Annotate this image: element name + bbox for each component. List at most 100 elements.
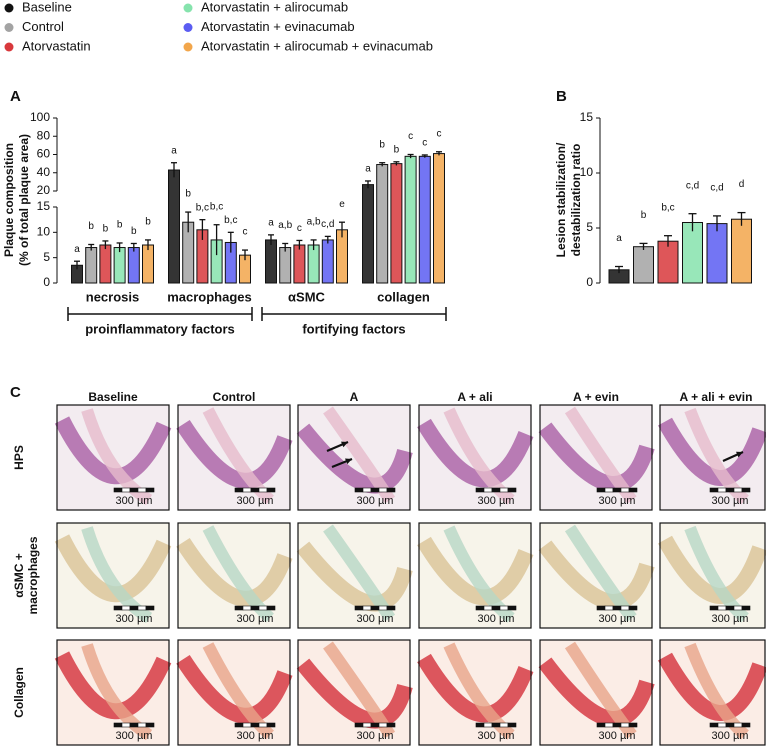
- significance-letter: c,d: [321, 219, 334, 230]
- bar: [307, 244, 320, 284]
- scale-bar: [507, 487, 517, 493]
- scale-bar: [354, 605, 364, 611]
- tissue: [81, 408, 153, 506]
- arrow-head: [345, 458, 352, 465]
- scale-bar: [733, 605, 743, 611]
- scale-bar: [612, 487, 622, 493]
- scale-bar: [741, 487, 751, 493]
- scale-bar: [234, 487, 244, 493]
- bar: [682, 222, 703, 284]
- scale-bar: [499, 722, 509, 728]
- y-tick-label: 10: [37, 225, 51, 239]
- legend-marker: [4, 23, 14, 32]
- column-header: Control: [213, 390, 256, 404]
- y-tick-label: 100: [30, 110, 50, 124]
- scale-bar: [499, 605, 509, 611]
- tissue: [81, 526, 153, 624]
- scale-bar: [386, 487, 396, 493]
- tissue: [202, 525, 275, 623]
- legend-label: Atorvastatin + evinacumab: [201, 19, 355, 34]
- tissue: [81, 643, 153, 741]
- scale-bar-label: 300 µm: [712, 495, 749, 507]
- scale-bar: [491, 605, 501, 611]
- legend-marker: [4, 3, 14, 13]
- row-label: αSMC +: [12, 553, 26, 597]
- scale-bar: [258, 487, 268, 493]
- y-tick-label: 10: [580, 165, 594, 179]
- scale-bar: [596, 605, 606, 611]
- scale-bar: [725, 605, 735, 611]
- bar: [376, 164, 389, 284]
- tissue: [323, 524, 396, 622]
- y-tick-label: 80: [37, 128, 51, 142]
- bar: [321, 239, 334, 284]
- micrograph-border: [56, 639, 170, 746]
- bar: [418, 155, 431, 284]
- scale-bar: [725, 487, 735, 493]
- legend-label: Atorvastatin: [22, 38, 91, 53]
- significance-letter: c,d: [686, 180, 699, 191]
- bar: [279, 247, 292, 284]
- scale-bar: [386, 605, 396, 611]
- tissue: [202, 407, 275, 505]
- scale-bar: [620, 722, 630, 728]
- scale-bar: [741, 605, 751, 611]
- group-label: fortifying factors: [302, 321, 405, 336]
- scale-bar: [612, 605, 622, 611]
- scale-bar-label: 300 µm: [237, 495, 274, 507]
- bar: [404, 155, 417, 284]
- scale-bar-label: 300 µm: [478, 613, 515, 625]
- scale-bar: [491, 487, 501, 493]
- scale-bar-label: 300 µm: [237, 613, 274, 625]
- scale-bar: [733, 487, 743, 493]
- scale-bar-label: 300 µm: [357, 613, 394, 625]
- significance-letter: c: [437, 128, 442, 139]
- bar: [336, 229, 348, 284]
- column-header: A: [350, 390, 359, 404]
- significance-letter: b,c: [224, 215, 237, 226]
- scale-bar: [145, 487, 155, 493]
- panel-label: A: [10, 88, 21, 105]
- scale-bar: [596, 487, 606, 493]
- scale-bar: [741, 722, 751, 728]
- tissue: [564, 406, 637, 504]
- micrograph-border: [418, 639, 532, 746]
- scale-bar: [733, 722, 743, 728]
- tissue: [417, 418, 534, 488]
- significance-letter: b,c: [210, 201, 223, 212]
- scale-bar: [378, 487, 388, 493]
- micrograph-border: [297, 404, 411, 511]
- scale-bar: [725, 722, 735, 728]
- scale-bar: [362, 722, 372, 728]
- bar: [142, 244, 154, 284]
- scale-bar-label: 300 µm: [599, 613, 636, 625]
- tissue: [296, 658, 413, 729]
- significance-letter: e: [339, 199, 345, 210]
- legend-label: Control: [22, 19, 64, 34]
- bar: [433, 153, 445, 284]
- tissue: [684, 642, 749, 740]
- bar: [127, 247, 140, 284]
- significance-letter: a: [616, 233, 622, 244]
- scale-bar: [258, 605, 268, 611]
- significance-letter: b: [117, 220, 123, 231]
- scale-bar: [709, 605, 719, 611]
- column-header: Baseline: [88, 390, 138, 404]
- scale-bar: [483, 605, 493, 611]
- scale-bar: [475, 722, 485, 728]
- tissue: [296, 541, 413, 612]
- significance-letter: c: [408, 131, 413, 142]
- significance-letter: a,b: [307, 217, 321, 228]
- y-tick-label: 60: [37, 147, 51, 161]
- bar: [265, 239, 277, 284]
- significance-letter: c: [297, 223, 302, 234]
- scale-bar: [266, 722, 276, 728]
- scale-bar: [137, 605, 147, 611]
- significance-letter: c: [243, 227, 248, 238]
- y-axis-label: Plaque composition: [2, 143, 16, 257]
- scale-bar: [129, 722, 139, 728]
- significance-letter: b: [379, 139, 385, 150]
- scale-bar: [620, 487, 630, 493]
- significance-letter: a: [268, 218, 274, 229]
- scale-bar: [145, 722, 155, 728]
